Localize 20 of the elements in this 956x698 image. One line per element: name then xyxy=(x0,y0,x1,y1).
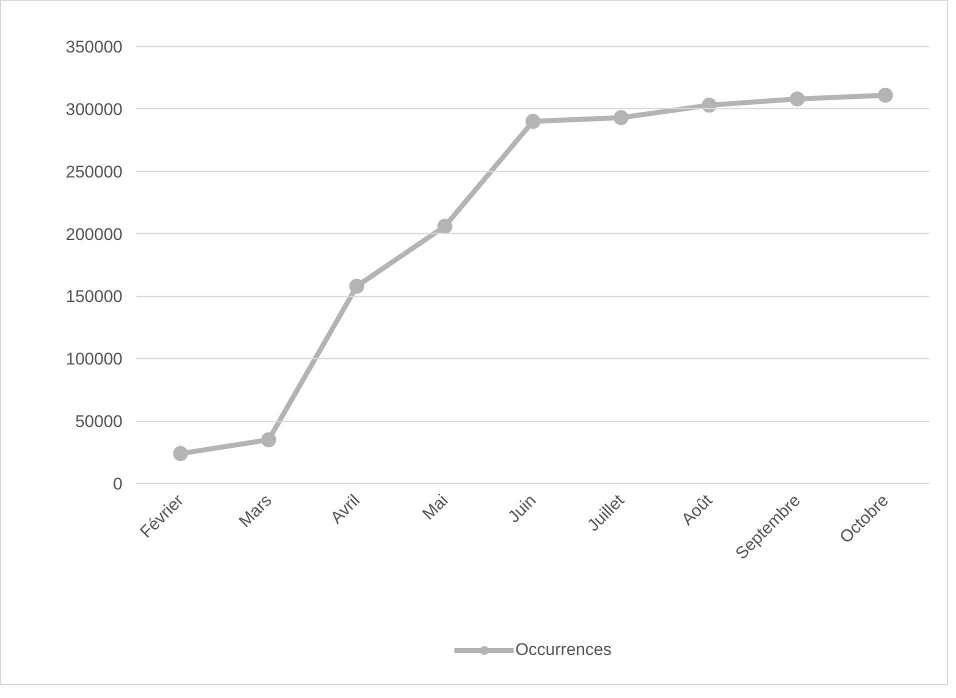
y-tick-label: 200000 xyxy=(66,224,123,244)
y-tick-label: 50000 xyxy=(75,412,123,432)
point xyxy=(790,91,805,106)
y-tick-label: 150000 xyxy=(66,287,123,306)
point xyxy=(173,446,188,462)
point xyxy=(878,88,893,103)
y-tick-label: 350000 xyxy=(66,38,123,56)
point xyxy=(437,218,452,234)
x-tick-label: Mai xyxy=(418,490,452,524)
y-tick-label: 0 xyxy=(113,474,123,494)
point xyxy=(349,278,364,294)
point xyxy=(261,432,276,448)
point xyxy=(702,98,717,113)
y-tick-label: 300000 xyxy=(66,100,123,119)
x-tick-label: Juin xyxy=(504,490,540,526)
legend-label: Occurrences xyxy=(515,640,612,660)
y-tick-label: 250000 xyxy=(66,162,123,182)
point xyxy=(614,110,629,126)
y-tick-label: 100000 xyxy=(66,350,123,369)
point xyxy=(526,114,540,129)
